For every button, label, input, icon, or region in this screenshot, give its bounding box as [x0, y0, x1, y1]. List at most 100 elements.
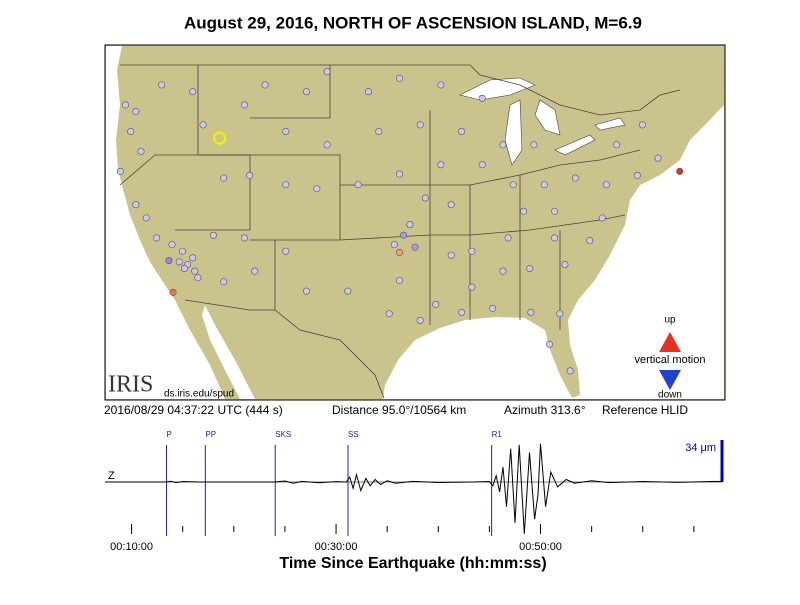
station — [246, 171, 254, 179]
station — [416, 316, 424, 324]
phase-label: PP — [205, 430, 216, 439]
station — [142, 214, 150, 222]
station — [261, 81, 269, 89]
seismogram: Z Time Since Earthquake (hh:mm:ss) P PP SK… — [105, 430, 724, 572]
station — [676, 167, 684, 175]
station — [282, 181, 290, 189]
station — [189, 88, 197, 96]
station — [396, 249, 404, 257]
station — [437, 161, 445, 169]
station — [406, 221, 414, 229]
x-axis-label: Time Since Earthquake (hh:mm:ss) — [279, 555, 546, 572]
status-reference: Reference HLID — [602, 403, 688, 417]
station — [526, 264, 534, 272]
station — [251, 267, 259, 275]
station — [282, 128, 290, 136]
up-arrow — [659, 332, 681, 352]
station — [302, 88, 310, 96]
station — [132, 201, 140, 209]
station — [499, 267, 507, 275]
station — [509, 181, 517, 189]
down-arrow — [659, 370, 681, 390]
phase-label: SKS — [275, 430, 291, 439]
station — [411, 243, 419, 251]
station — [602, 181, 610, 189]
station — [566, 367, 574, 375]
great-lakes — [459, 77, 626, 166]
atlantic-gulf — [383, 105, 724, 399]
station — [499, 141, 507, 149]
station — [323, 68, 331, 76]
station — [520, 207, 528, 215]
station — [178, 247, 186, 255]
legend-up: up — [664, 315, 676, 326]
station — [478, 94, 486, 102]
station — [540, 181, 548, 189]
station — [447, 201, 455, 209]
station — [240, 234, 248, 242]
station — [545, 340, 553, 348]
station — [220, 278, 228, 286]
station — [458, 308, 466, 316]
x-tick-label: 00:10:00 — [110, 541, 153, 553]
station — [375, 128, 383, 136]
legend: up vertical motion down — [635, 315, 706, 401]
station — [504, 234, 512, 242]
station — [468, 283, 476, 291]
station — [158, 81, 166, 89]
station — [561, 260, 569, 268]
station — [344, 287, 352, 295]
station — [458, 128, 466, 136]
station — [323, 141, 331, 149]
station — [132, 108, 140, 116]
station — [240, 101, 248, 109]
station — [220, 174, 228, 182]
station — [169, 288, 177, 296]
legend-label: vertical motion — [635, 354, 706, 366]
station — [153, 234, 161, 242]
stations — [116, 68, 684, 375]
x-tick-label: 00:30:00 — [315, 541, 358, 553]
logo: IRIS — [108, 372, 153, 398]
station — [175, 258, 183, 266]
map: up vertical motion down IRIS ds.iris.edu… — [104, 44, 726, 401]
status-azimuth: Azimuth 313.6° — [504, 403, 586, 417]
station — [396, 170, 404, 178]
station — [364, 88, 372, 96]
station — [421, 194, 429, 202]
station — [527, 308, 535, 316]
station — [313, 185, 321, 193]
station — [551, 234, 559, 242]
station — [194, 274, 202, 282]
station — [137, 147, 145, 155]
station — [168, 241, 176, 249]
pacific — [106, 46, 225, 399]
legend-down: down — [658, 390, 682, 401]
station — [282, 247, 290, 255]
station — [165, 257, 173, 265]
station — [639, 121, 647, 129]
station — [598, 214, 606, 222]
station — [199, 121, 207, 129]
station — [478, 161, 486, 169]
station — [416, 121, 424, 129]
gulf-of-california — [202, 305, 255, 399]
station — [654, 154, 662, 162]
station — [385, 310, 393, 318]
status-distance: Distance 95.0°/10564 km — [332, 403, 466, 417]
station — [390, 241, 398, 249]
station — [354, 181, 362, 189]
station — [586, 237, 594, 245]
station — [191, 267, 199, 275]
x-tick-label: 00:50:00 — [519, 541, 562, 553]
station — [302, 287, 310, 295]
station — [613, 141, 621, 149]
status-time: 2016/08/29 04:37:22 UTC (444 s) — [104, 403, 283, 417]
station — [571, 174, 579, 182]
station — [180, 264, 188, 272]
station — [396, 74, 404, 82]
station — [396, 276, 404, 284]
station — [432, 300, 440, 308]
station — [447, 251, 455, 259]
